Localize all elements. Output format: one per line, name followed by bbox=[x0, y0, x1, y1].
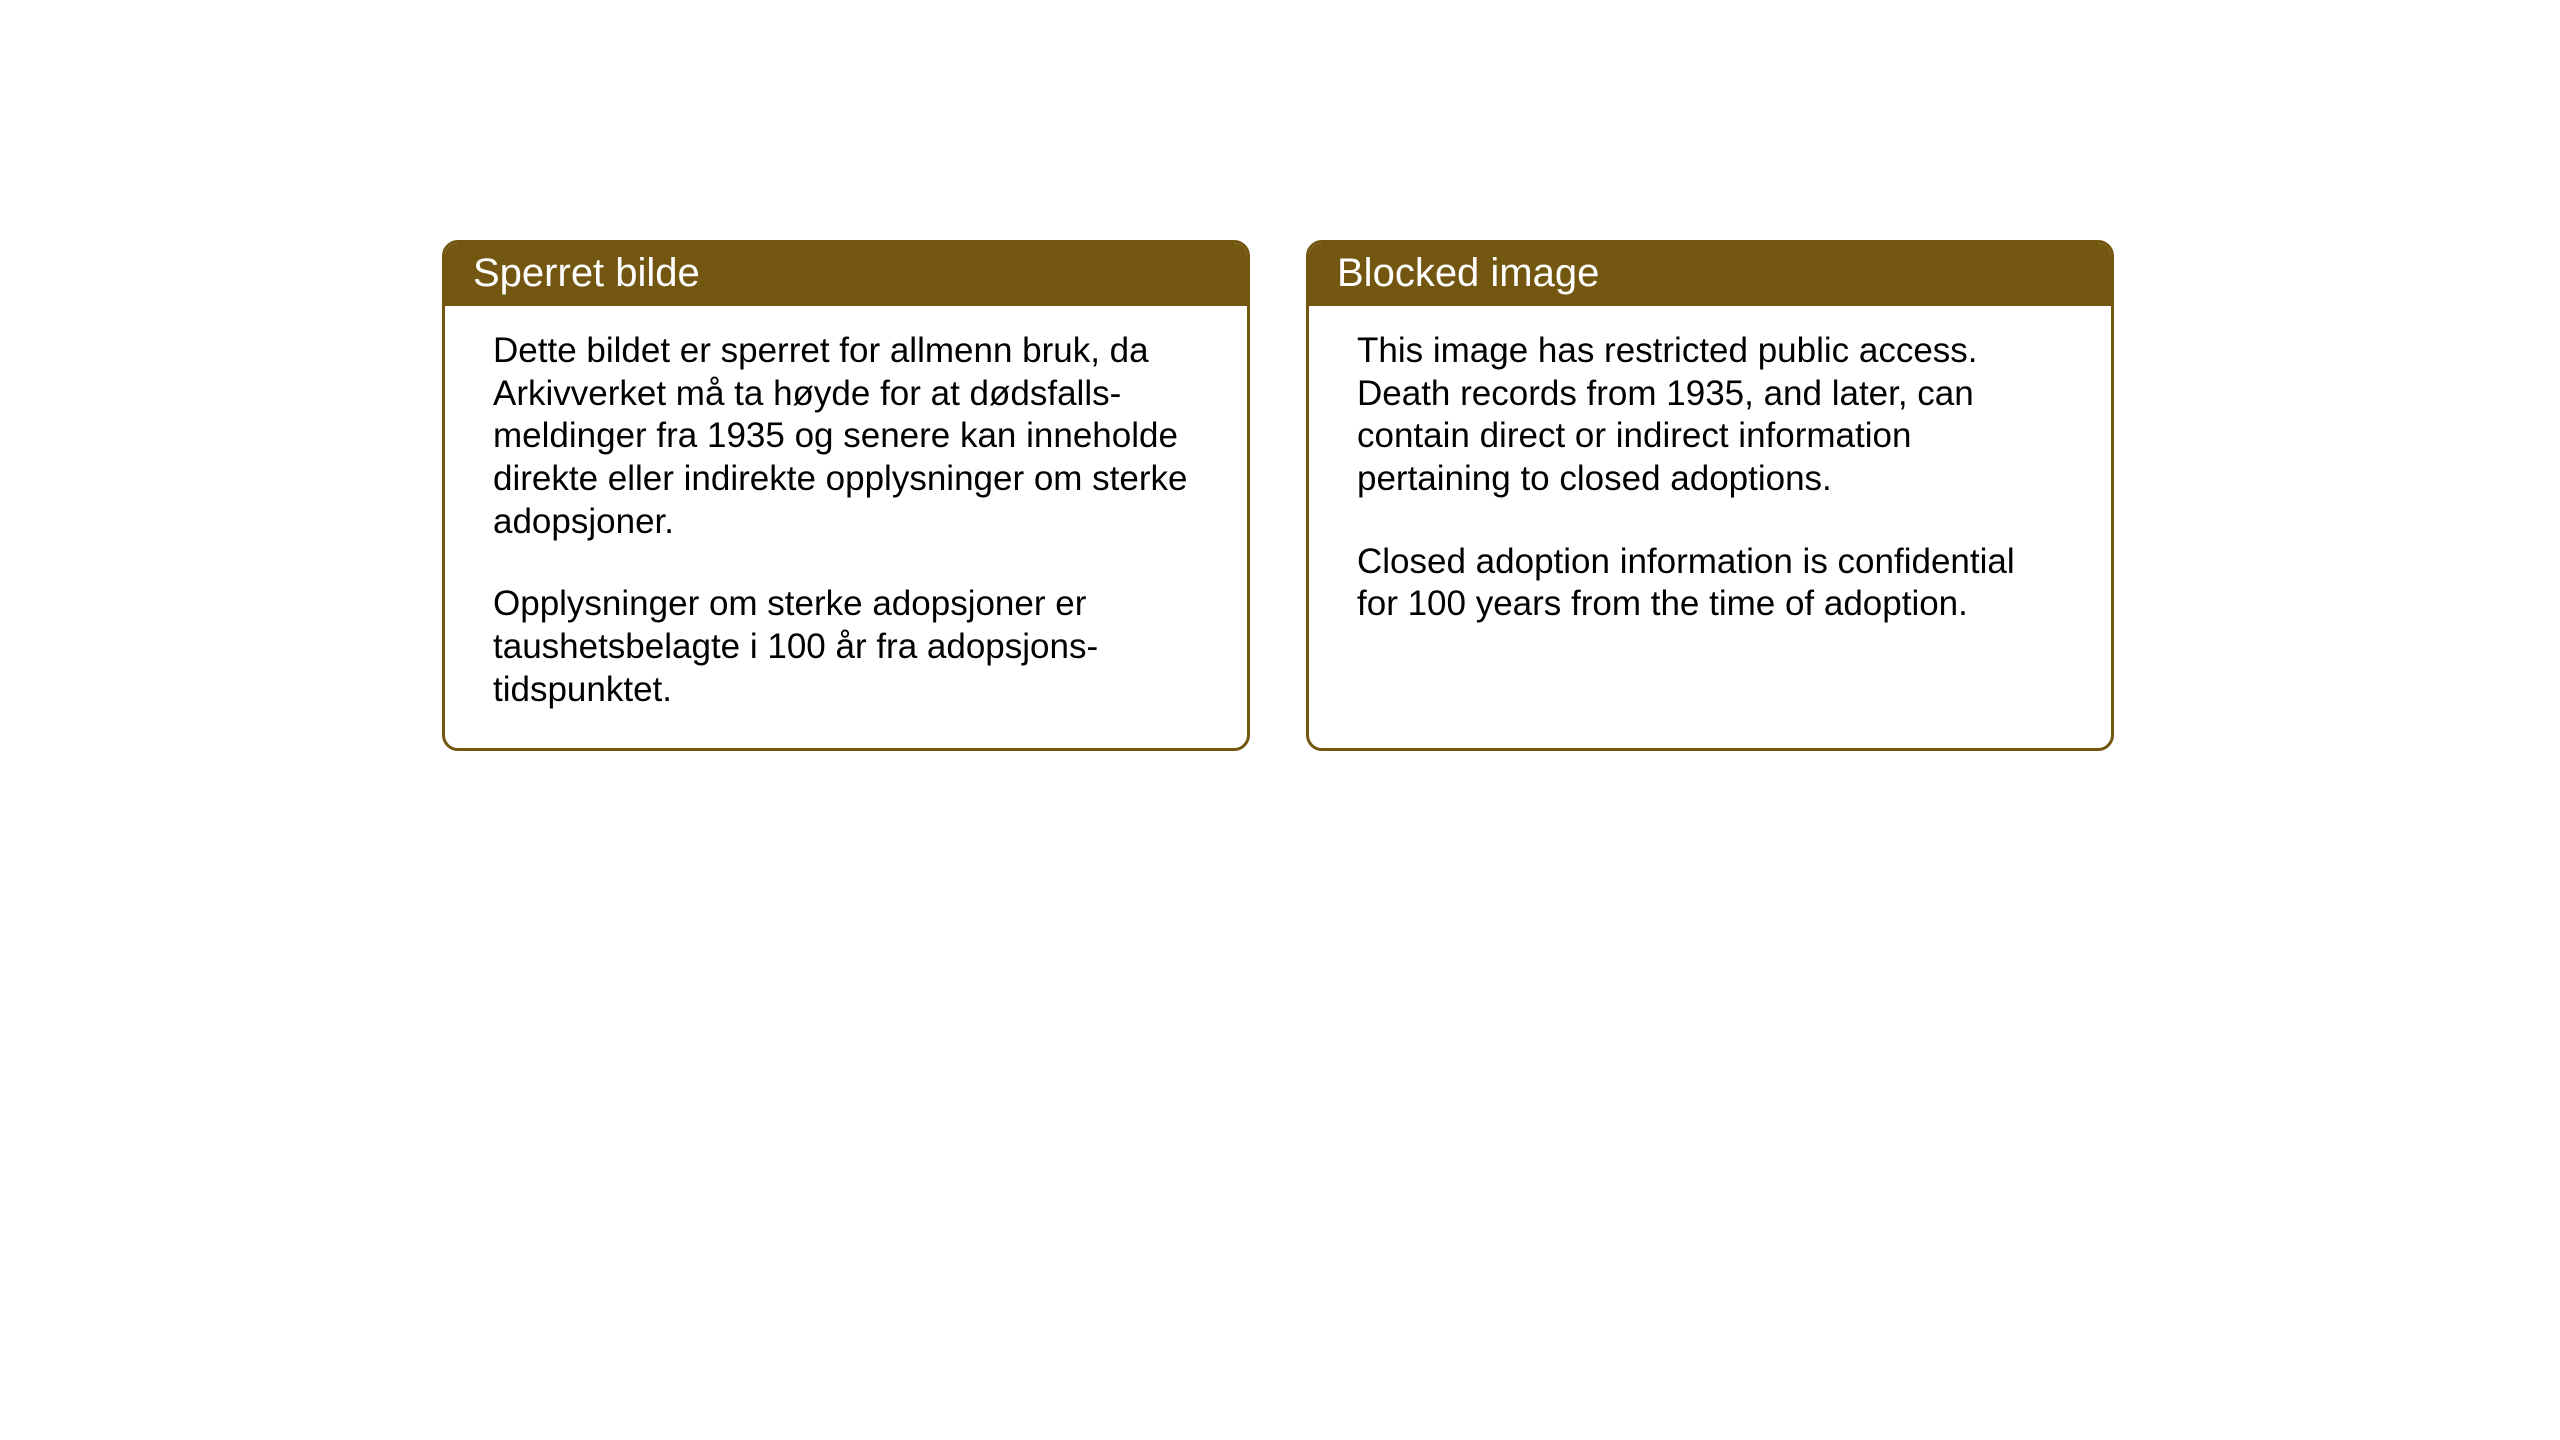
notice-paragraph-2-english: Closed adoption information is confident… bbox=[1357, 541, 2063, 626]
notice-card-norwegian: Sperret bilde Dette bildet er sperret fo… bbox=[442, 240, 1250, 751]
notice-header-norwegian: Sperret bilde bbox=[445, 243, 1247, 306]
notice-paragraph-2-norwegian: Opplysninger om sterke adopsjoner er tau… bbox=[493, 583, 1199, 711]
notice-paragraph-1-norwegian: Dette bildet er sperret for allmenn bruk… bbox=[493, 330, 1199, 543]
notice-card-english: Blocked image This image has restricted … bbox=[1306, 240, 2114, 751]
notice-paragraph-1-english: This image has restricted public access.… bbox=[1357, 330, 2063, 501]
notice-container: Sperret bilde Dette bildet er sperret fo… bbox=[442, 240, 2114, 751]
notice-header-english: Blocked image bbox=[1309, 243, 2111, 306]
notice-body-norwegian: Dette bildet er sperret for allmenn bruk… bbox=[445, 306, 1247, 748]
notice-body-english: This image has restricted public access.… bbox=[1309, 306, 2111, 662]
